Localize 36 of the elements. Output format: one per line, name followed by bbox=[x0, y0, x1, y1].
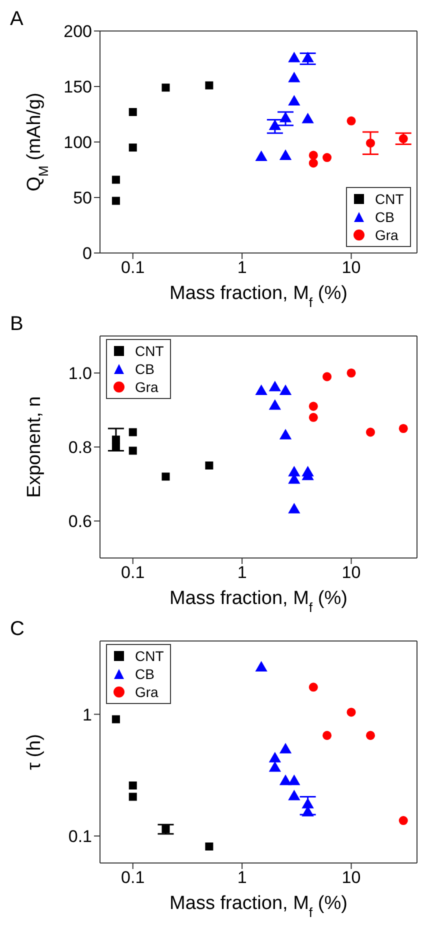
x-tick-label: 10 bbox=[342, 868, 361, 888]
legend-label: CB bbox=[135, 665, 154, 683]
x-tick-label: 1 bbox=[237, 563, 247, 582]
x-tick-label: 10 bbox=[342, 258, 361, 278]
y-axis-title: Exponent, n bbox=[24, 396, 45, 498]
y-tick-label: 0.1 bbox=[68, 827, 92, 846]
y-tick-label: 100 bbox=[64, 133, 92, 152]
legend-label: CNT bbox=[135, 342, 164, 360]
x-tick-label: 0.1 bbox=[121, 563, 145, 582]
y-axis-title: τ (h) bbox=[24, 734, 45, 770]
y-tick-label: 0.8 bbox=[68, 438, 92, 458]
y-tick-label: 150 bbox=[64, 78, 92, 97]
y-tick-label: 50 bbox=[73, 188, 92, 208]
chart-title: B bbox=[10, 313, 24, 336]
legend-label: Gra bbox=[135, 683, 158, 701]
x-tick-label: 0.1 bbox=[121, 868, 145, 888]
y-tick-label: 0 bbox=[82, 244, 92, 264]
legend-label: CNT bbox=[375, 190, 404, 208]
x-tick-label: 1 bbox=[237, 868, 247, 888]
x-tick-label: 1 bbox=[237, 258, 247, 278]
chart-title: C bbox=[10, 618, 24, 641]
x-axis-title: Mass fraction, M$_{f}$ (%) bbox=[170, 588, 348, 614]
x-tick-label: 10 bbox=[342, 563, 361, 582]
legend-label: Gra bbox=[135, 378, 158, 396]
legend-label: CNT bbox=[135, 647, 164, 665]
legend-label: CB bbox=[135, 360, 154, 378]
legend-label: CB bbox=[375, 208, 394, 226]
y-tick-label: 1 bbox=[82, 705, 92, 724]
x-axis-title: Mass fraction, M$_{f}$ (%) bbox=[170, 283, 348, 310]
y-tick-label: 1.0 bbox=[68, 364, 92, 384]
x-tick-label: 0.1 bbox=[121, 258, 145, 278]
x-axis-title: Mass fraction, M$_{f}$ (%) bbox=[170, 893, 348, 920]
y-tick-label: 0.6 bbox=[68, 512, 92, 532]
y-tick-label: 200 bbox=[64, 22, 92, 42]
chart-title: A bbox=[10, 8, 24, 31]
legend-label: Gra bbox=[375, 226, 398, 244]
